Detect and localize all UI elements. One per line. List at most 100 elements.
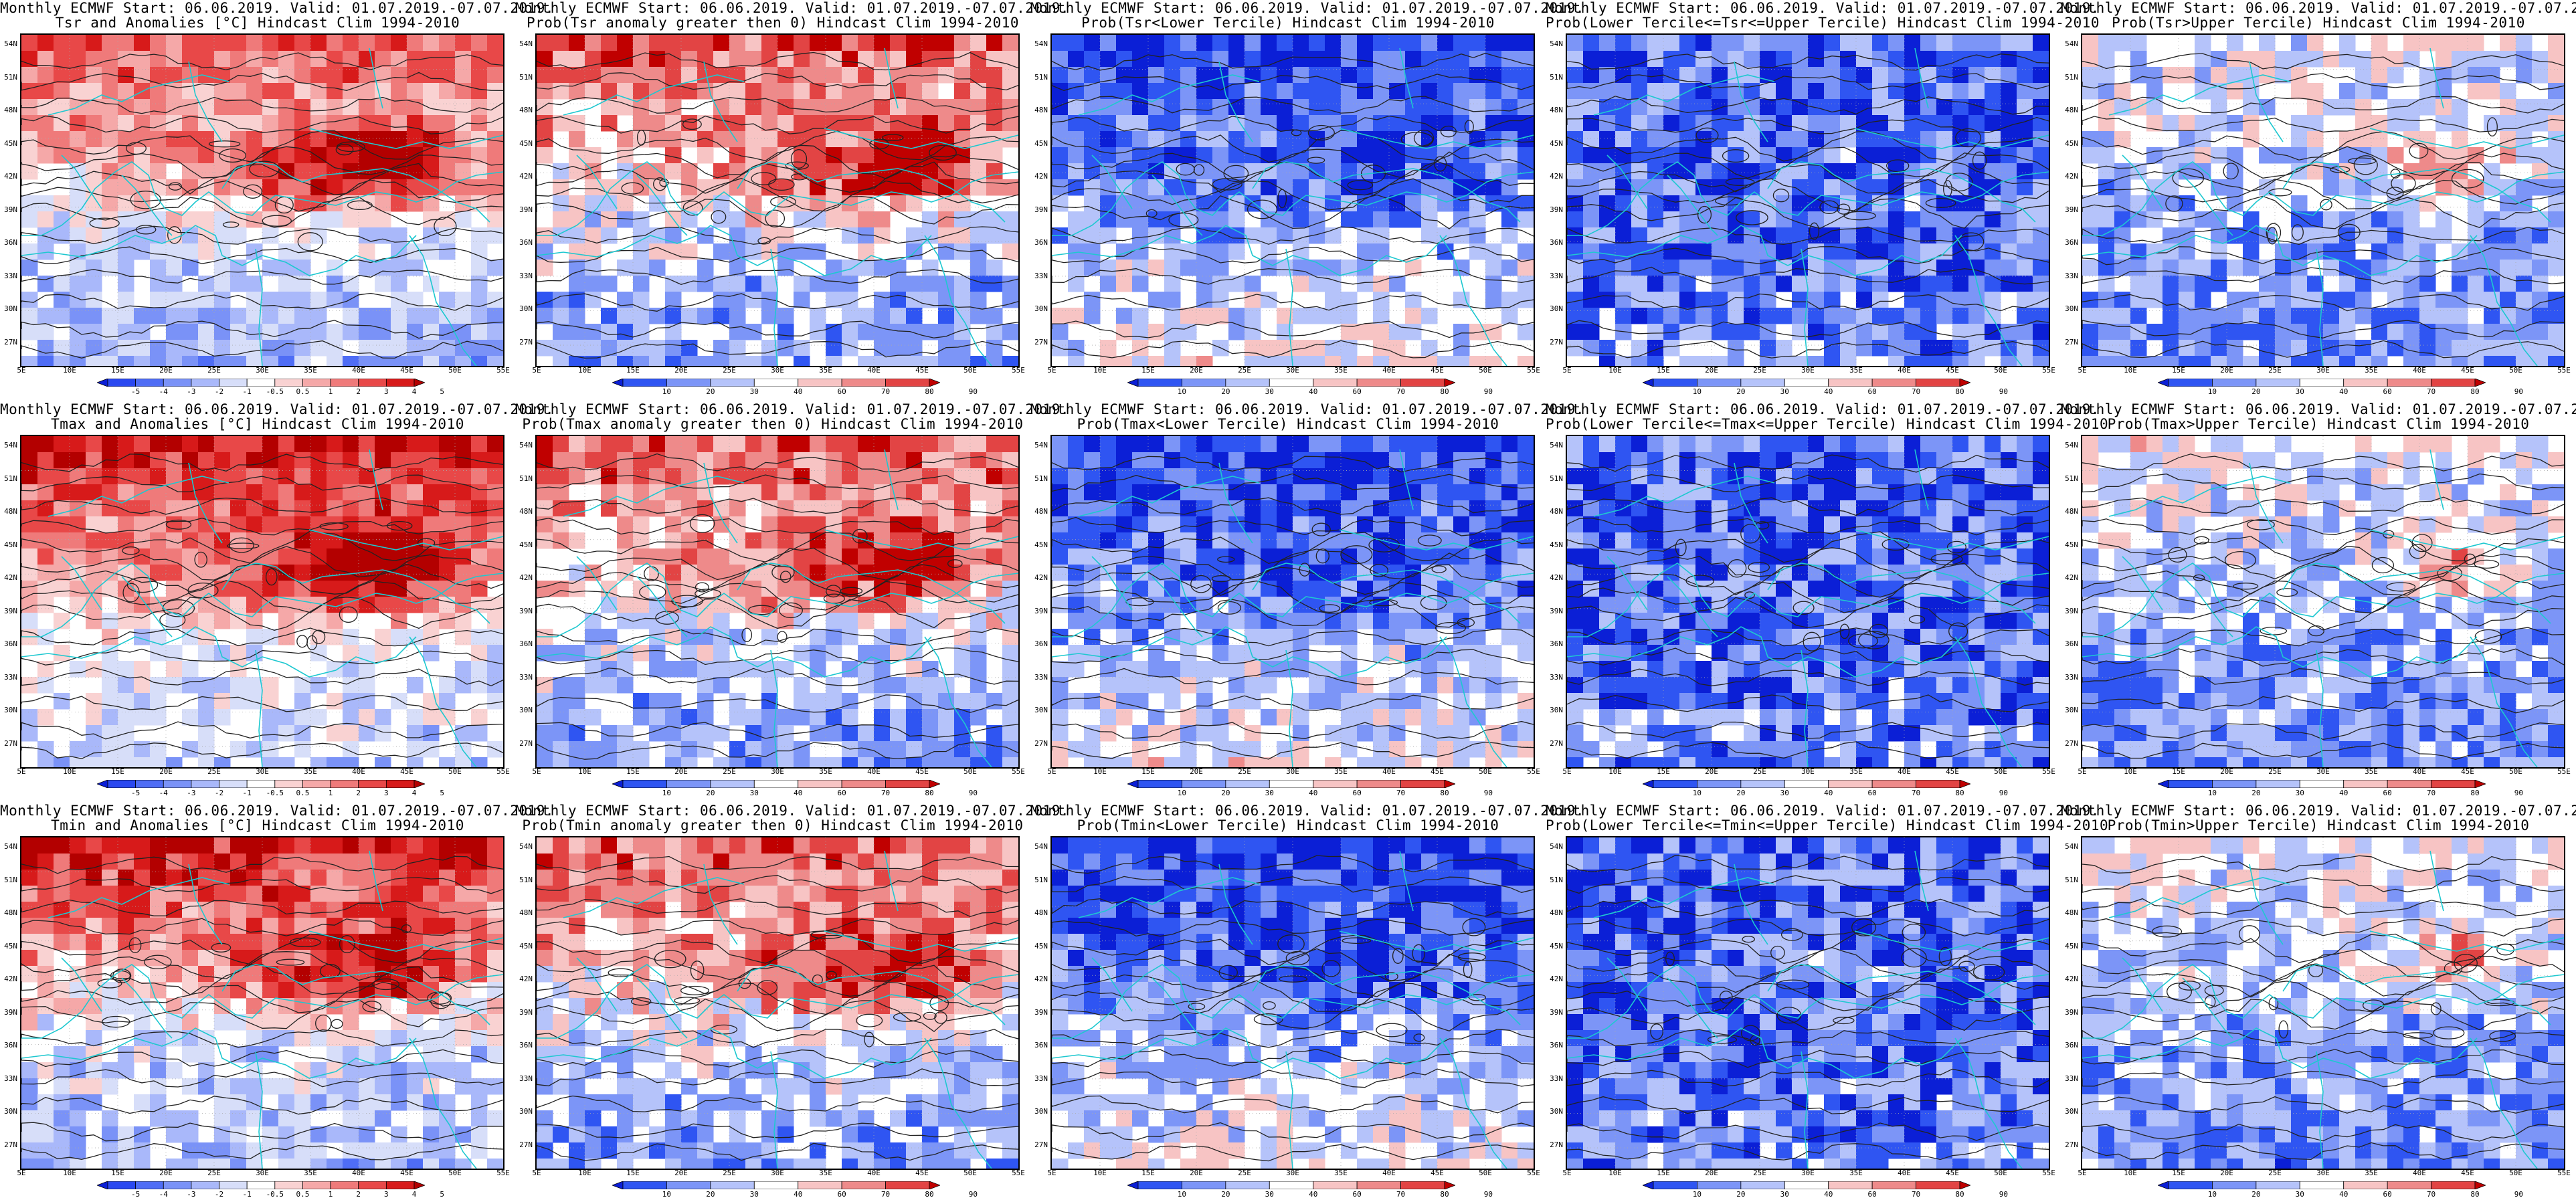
- colorbar-swatch: [1697, 780, 1742, 788]
- lat-tick-label: 51N: [1550, 72, 1563, 82]
- colorbar-swatch: [2168, 1181, 2213, 1189]
- lon-tick-label: 5E: [1562, 767, 1572, 776]
- isotherm-contours: [21, 454, 503, 759]
- colorbar-swatch: [413, 1181, 425, 1189]
- lon-tick-label: 20E: [1190, 1169, 1203, 1177]
- lon-tick-label: 50E: [963, 767, 977, 776]
- lat-tick-label: 30N: [1034, 304, 1048, 313]
- colorbar-swatch: [2387, 379, 2431, 387]
- colorbar-swatch: [2343, 379, 2388, 387]
- lat-tick-label: 42N: [1550, 172, 1563, 181]
- lon-tick-label: 15E: [1657, 1169, 1670, 1177]
- map-frame: [535, 33, 1020, 367]
- lon-tick-label: 5E: [17, 1169, 26, 1177]
- lat-tick-label: 39N: [519, 205, 533, 214]
- panel-title-line1: Monthly ECMWF Start: 06.06.2019. Valid: …: [1546, 401, 2100, 417]
- lat-tick-label: 54N: [2065, 39, 2078, 48]
- map-frame: [535, 435, 1020, 769]
- lon-tick-label: 45E: [2461, 1169, 2474, 1177]
- lat-tick-label: 54N: [1034, 842, 1048, 851]
- colorbar-swatch: [1269, 379, 1314, 387]
- colorbar-label: 30: [749, 387, 759, 396]
- colorbar-swatch: [1182, 1181, 1226, 1189]
- colorbar-swatch: [385, 780, 415, 788]
- colorbar-label: 40: [794, 1190, 803, 1199]
- panel-title-line1: Monthly ECMWF Start: 06.06.2019. Valid: …: [515, 803, 1070, 819]
- forecast-panel: Monthly ECMWF Start: 06.06.2019. Valid: …: [515, 401, 1069, 803]
- colorbar-swatch: [1400, 379, 1445, 387]
- lon-tick-label: 45E: [400, 366, 413, 375]
- colorbar-label: 30: [749, 789, 759, 797]
- lon-tick-label: 5E: [1562, 1169, 1572, 1177]
- lat-tick-label: 27N: [2065, 337, 2078, 346]
- panel-title-line2: Prob(Lower Tercile<=Tmin<=Upper Tercile)…: [1546, 817, 2109, 833]
- lat-tick-label: 48N: [519, 507, 533, 516]
- lat-tick-label: 42N: [2065, 975, 2078, 983]
- lon-tick-label: 50E: [448, 366, 462, 375]
- lon-tick-label: 50E: [1479, 767, 1492, 776]
- lat-tick-label: 27N: [519, 738, 533, 748]
- colorbar-swatch: [107, 780, 136, 788]
- lon-tick-label: 5E: [2078, 1169, 2087, 1177]
- colorbar-swatch: [1740, 379, 1785, 387]
- lat-tick-label: 51N: [2065, 72, 2078, 82]
- colorbar-swatch: [246, 780, 276, 788]
- colorbar: [2158, 1181, 2486, 1189]
- colorbar-swatch: [612, 780, 624, 788]
- colorbar-swatch: [135, 1181, 164, 1189]
- lon-tick-label: 50E: [1479, 1169, 1492, 1177]
- lat-tick-label: 36N: [2065, 238, 2078, 247]
- lat-tick-label: 27N: [1550, 1140, 1563, 1149]
- forecast-map-svg: [21, 436, 503, 767]
- colorbar-swatch: [330, 780, 359, 788]
- graticule: [2082, 837, 2564, 1169]
- map-frame: [1050, 435, 1535, 769]
- lat-tick-label: 54N: [2065, 842, 2078, 851]
- colorbar-svg: [2158, 379, 2486, 387]
- colorbar-swatch: [710, 379, 755, 387]
- lon-tick-label: 25E: [207, 1169, 221, 1177]
- lat-tick-label: 30N: [519, 706, 533, 714]
- colorbar-label: 90: [968, 387, 978, 396]
- colorbar-label: 60: [837, 789, 846, 797]
- colorbar-swatch: [135, 379, 164, 387]
- lat-tick-label: 33N: [1034, 672, 1048, 682]
- colorbar-label: 10: [2207, 387, 2217, 396]
- lat-tick-label: 39N: [519, 606, 533, 615]
- lat-tick-label: 48N: [1550, 507, 1563, 516]
- lat-tick-label: 39N: [2065, 205, 2078, 214]
- coastline-borders: [1567, 850, 2049, 1169]
- lon-tick-label: 35E: [1849, 767, 1863, 776]
- colorbar-label: 40: [794, 789, 803, 797]
- lon-tick-label: 55E: [1527, 366, 1540, 375]
- lat-tick-label: 51N: [1550, 875, 1563, 884]
- colorbar-swatch: [385, 379, 415, 387]
- lon-tick-label: 50E: [1479, 366, 1492, 375]
- lat-tick-label: 45N: [1034, 138, 1048, 148]
- lat-tick-label: 36N: [1034, 238, 1048, 247]
- lon-tick-label: 45E: [2461, 767, 2474, 776]
- lat-tick-label: 54N: [2065, 441, 2078, 449]
- colorbar-label: 70: [1396, 1190, 1406, 1199]
- lon-tick-label: 10E: [63, 366, 76, 375]
- lon-tick-label: 15E: [1141, 1169, 1155, 1177]
- colorbar-label: 60: [1352, 1190, 1362, 1199]
- coastline-borders: [1567, 449, 2049, 767]
- lat-tick-label: 33N: [1034, 271, 1048, 280]
- colorbar-swatch: [798, 379, 842, 387]
- lat-tick-label: 36N: [519, 238, 533, 247]
- colorbar-label: 60: [2383, 387, 2392, 396]
- lon-tick-label: 25E: [1238, 366, 1251, 375]
- lon-tick-label: 35E: [2365, 767, 2378, 776]
- lon-tick-label: 55E: [2042, 767, 2055, 776]
- lat-tick-label: 33N: [1034, 1074, 1048, 1083]
- lon-tick-label: 35E: [1334, 767, 1348, 776]
- panel-title-line2: Prob(Tmin<Lower Tercile) Hindcast Clim 1…: [1077, 817, 1499, 833]
- map-frame: [1566, 836, 2050, 1170]
- forecast-map-svg: [21, 35, 503, 366]
- lat-tick-label: 54N: [4, 441, 17, 449]
- lon-tick-label: 20E: [1705, 767, 1718, 776]
- panel-title-line1: Monthly ECMWF Start: 06.06.2019. Valid: …: [0, 803, 555, 819]
- map-frame: [1566, 435, 2050, 769]
- colorbar-swatch: [798, 780, 842, 788]
